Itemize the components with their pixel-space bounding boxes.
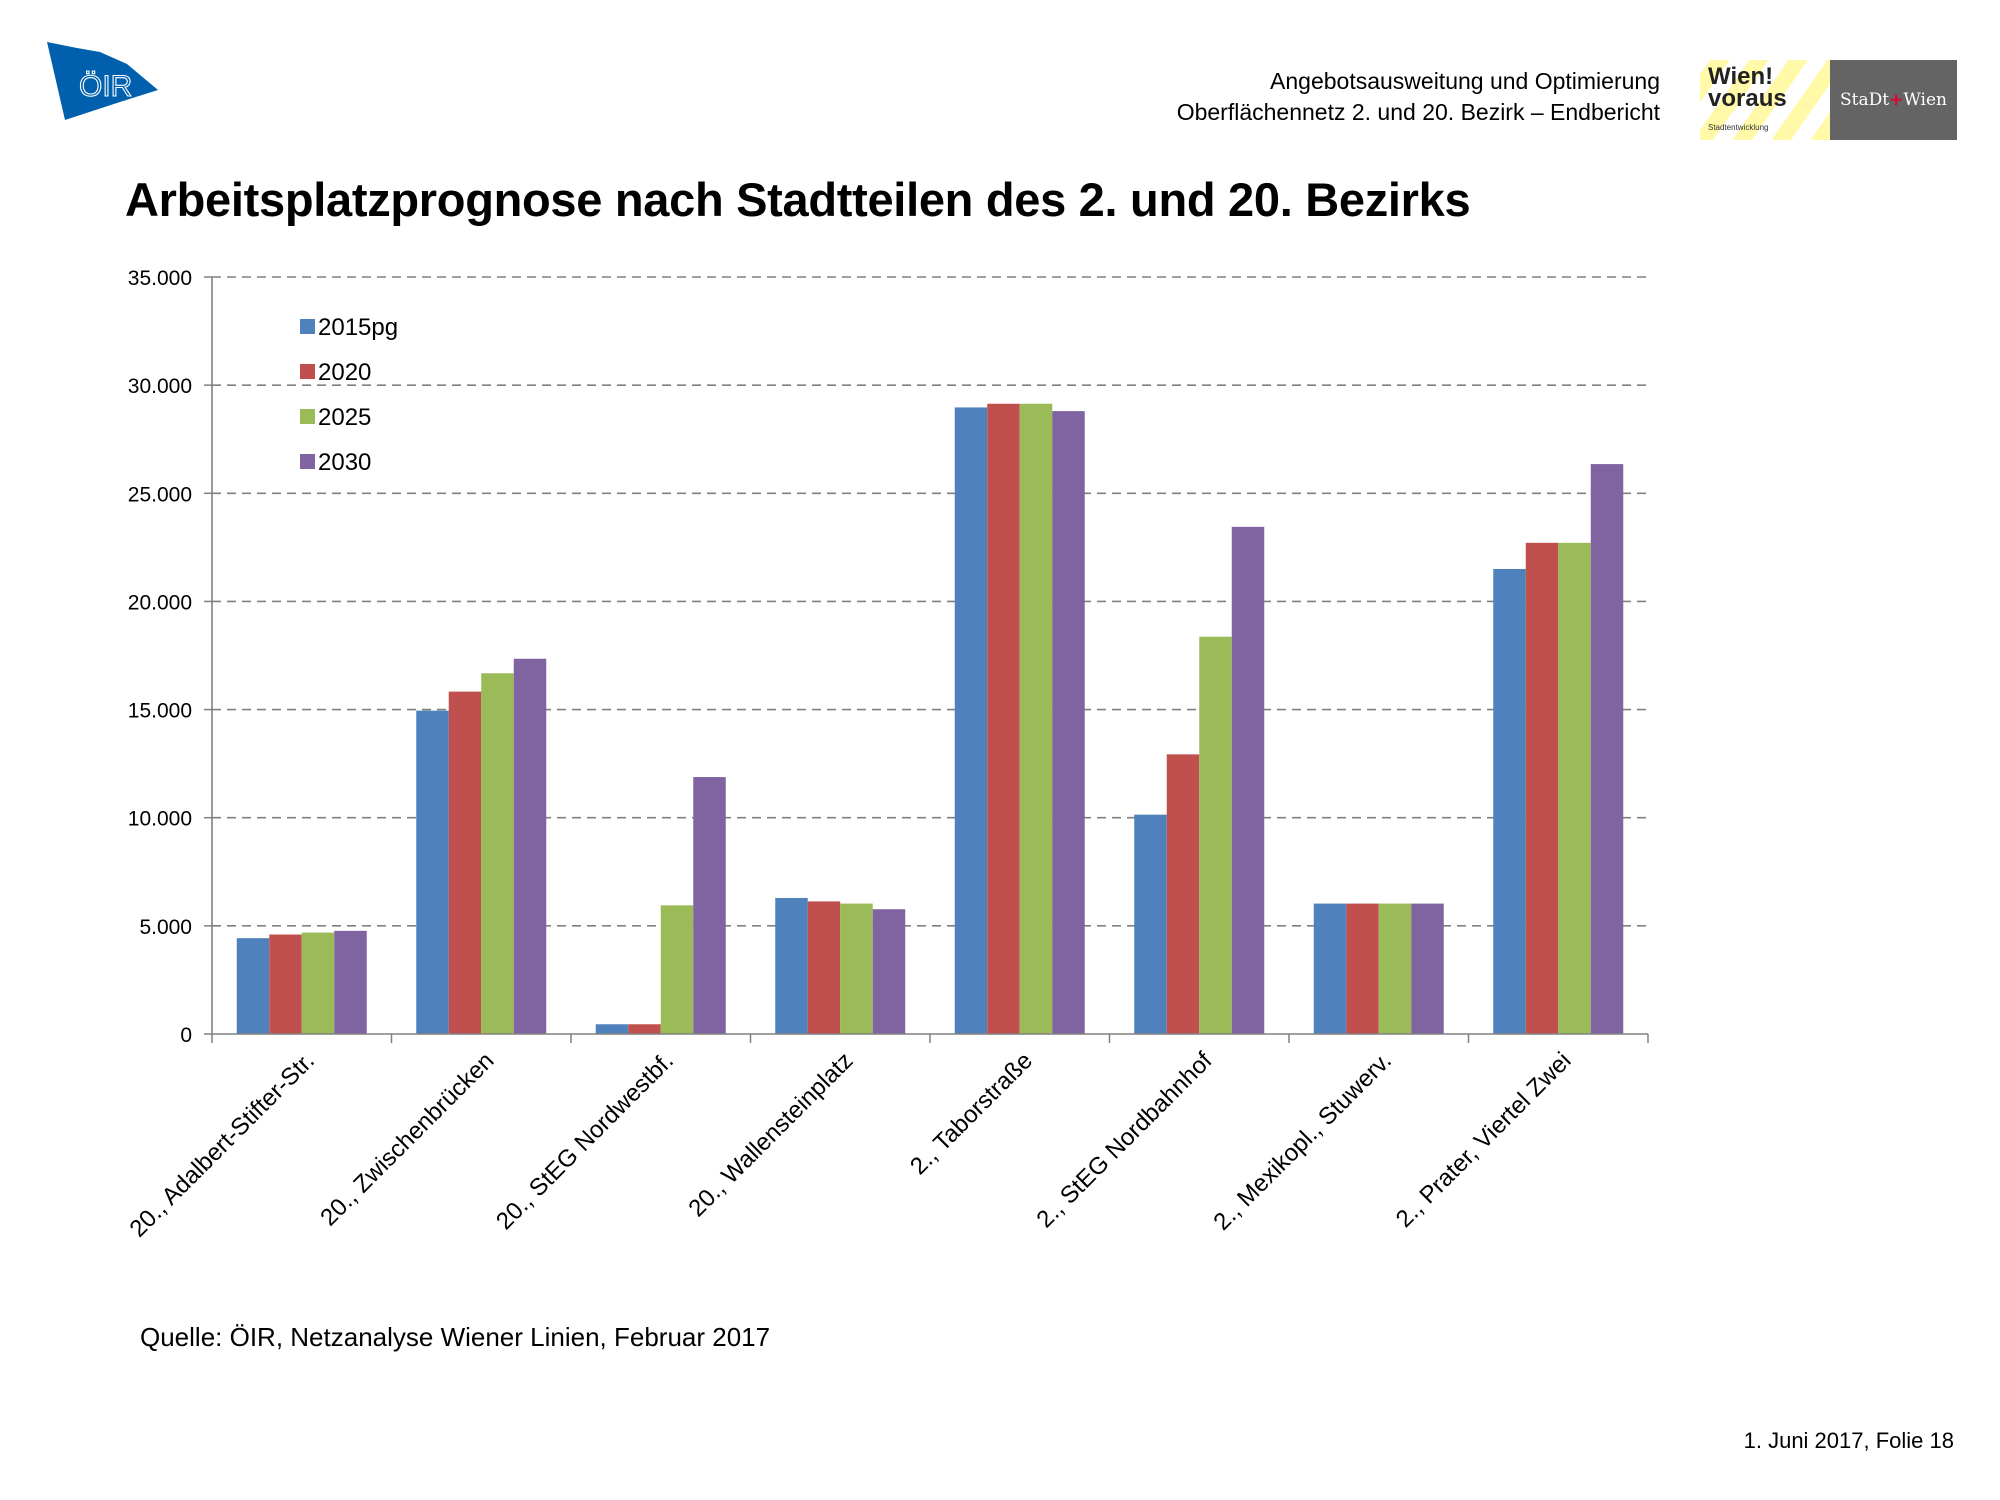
source-note: Quelle: ÖIR, Netzanalyse Wiener Linien, … <box>140 1322 771 1352</box>
x-axis-labels: 20., Adalbert-Stifter-Str.20., Zwischenb… <box>125 1047 1577 1243</box>
legend-swatch <box>300 454 315 469</box>
bar <box>840 903 873 1034</box>
page-title: Arbeitsplatzprognose nach Stadtteilen de… <box>125 173 1471 226</box>
bar <box>1199 636 1232 1034</box>
bar <box>416 710 449 1034</box>
bar <box>693 777 726 1034</box>
legend-label: 2015pg <box>318 314 398 341</box>
wien-voraus-line1: Wien! <box>1708 63 1774 90</box>
stadt-wien-logo: StaDt + Wien <box>1830 60 1957 140</box>
stadt-wien-cross-icon: + <box>1889 90 1904 110</box>
legend-label: 2030 <box>318 449 371 476</box>
bar <box>1411 903 1444 1034</box>
bar <box>1231 526 1265 1034</box>
bar <box>301 932 335 1034</box>
x-tick-label: 2., Taborstraße <box>905 1047 1038 1180</box>
bar <box>987 403 1020 1035</box>
oir-logo-flag-icon: ÖIR <box>47 42 158 120</box>
legend-label: 2020 <box>318 359 371 386</box>
bar <box>1378 903 1412 1034</box>
bar <box>1346 903 1379 1034</box>
bar <box>628 1024 661 1034</box>
legend-swatch <box>300 364 315 379</box>
x-tick-label: 20., StEG Nordwestbf. <box>491 1047 679 1235</box>
x-tick-label: 20., Zwischenbrücken <box>315 1047 499 1231</box>
bar <box>269 934 302 1034</box>
bar <box>513 658 547 1034</box>
slide-footer: 1. Juni 2017, Folie 18 <box>1743 1428 1954 1453</box>
y-tick-label: 30.000 <box>128 375 192 398</box>
bar <box>872 909 906 1034</box>
bar <box>1134 814 1167 1034</box>
legend: 2015pg 2020 2025 2030 <box>300 314 398 476</box>
bar <box>1558 542 1591 1034</box>
bar <box>481 673 514 1034</box>
stadt-wien-left: StaDt <box>1840 90 1890 110</box>
y-tick-label: 15.000 <box>128 700 192 723</box>
bar <box>775 897 808 1034</box>
bar <box>1313 903 1347 1034</box>
bar <box>448 691 482 1034</box>
wien-voraus-logo: Wien! voraus Stadtentwicklung <box>1700 60 1830 140</box>
x-tick-label: 2., Prater, Viertel Zwei <box>1391 1047 1577 1233</box>
bar <box>807 901 841 1034</box>
x-tick-label: 2., StEG Nordbahnhof <box>1031 1047 1217 1233</box>
bar <box>595 1024 629 1034</box>
wien-voraus-small: Stadtentwicklung <box>1708 123 1769 132</box>
report-subtitle: Angebotsausweitung und Optimierung Oberf… <box>1177 66 1660 128</box>
y-tick-label: 35.000 <box>128 267 192 290</box>
bar <box>1493 568 1526 1034</box>
report-subtitle-line1: Angebotsausweitung und Optimierung <box>1270 68 1660 94</box>
bars <box>236 403 1624 1035</box>
y-tick-label: 25.000 <box>128 483 192 506</box>
y-axis-ticks: 0 5.000 10.000 15.000 20.000 25.000 30.000 35.0… <box>128 267 192 1047</box>
legend-swatch <box>300 409 315 424</box>
y-tick-label: 20.000 <box>128 591 192 614</box>
legend-swatch <box>300 319 315 334</box>
x-tick-label: 20., Wallensteinplatz <box>683 1047 858 1222</box>
bar <box>1590 464 1624 1034</box>
report-subtitle-line2: Oberflächennetz 2. und 20. Bezirk – Endb… <box>1176 99 1660 125</box>
axes <box>204 276 1649 1043</box>
bar <box>954 407 988 1034</box>
y-tick-label: 10.000 <box>128 808 192 831</box>
bar <box>660 905 694 1034</box>
bar <box>236 938 270 1034</box>
x-tick-label: 20., Adalbert-Stifter-Str. <box>125 1047 320 1242</box>
x-tick-label: 2., Mexikopl., Stuwerv. <box>1208 1047 1397 1236</box>
oir-logo-text: ÖIR <box>79 70 132 103</box>
oir-logo: ÖIR <box>45 40 210 125</box>
y-tick-label: 5.000 <box>139 916 192 939</box>
wien-voraus-line2: voraus <box>1708 85 1787 112</box>
stadt-wien-right: Wien <box>1903 90 1947 110</box>
bar <box>1052 411 1085 1034</box>
bar <box>1019 403 1053 1035</box>
bar <box>334 930 367 1034</box>
bar <box>1525 542 1559 1034</box>
bar <box>1166 754 1200 1034</box>
y-tick-label: 0 <box>180 1024 192 1047</box>
legend-label: 2025 <box>318 404 371 431</box>
